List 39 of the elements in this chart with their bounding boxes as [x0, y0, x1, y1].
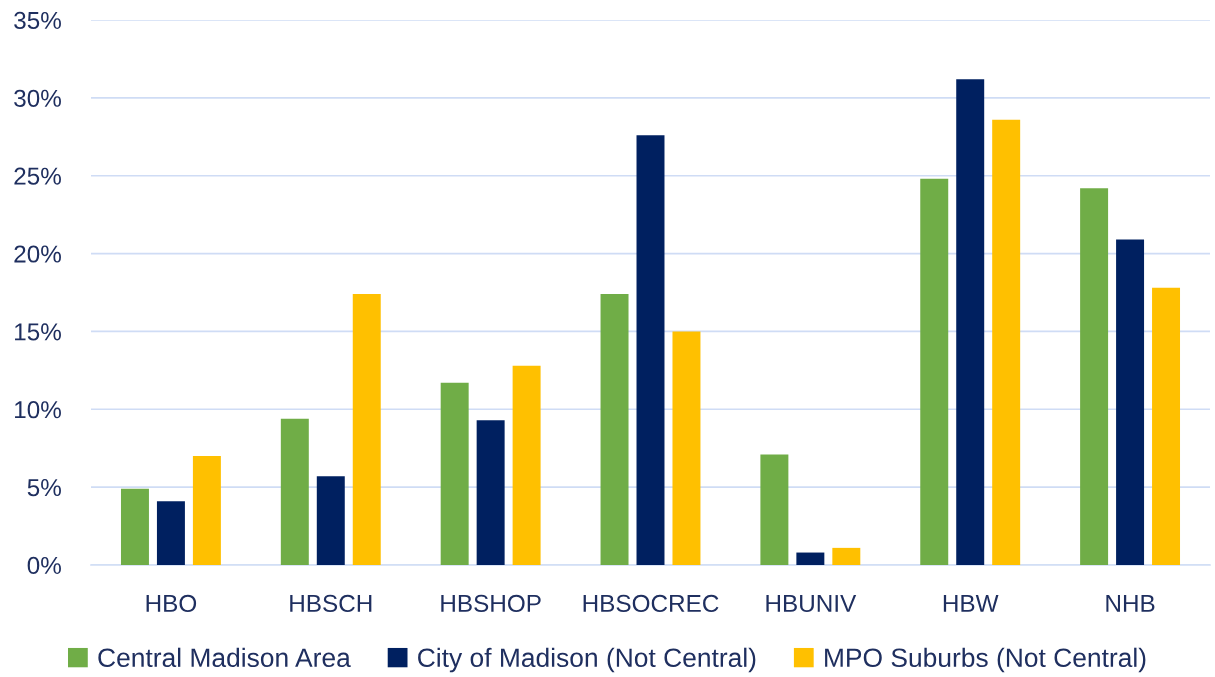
bar — [956, 79, 985, 565]
bar — [156, 501, 185, 565]
bar — [672, 331, 701, 565]
bar — [120, 488, 149, 565]
bar — [920, 178, 949, 565]
y-tick-label: 20% — [14, 245, 61, 263]
bar — [316, 476, 345, 565]
y-tick-label: 35% — [14, 11, 61, 30]
bar — [476, 420, 505, 565]
bar — [1080, 188, 1109, 565]
legend-label: MPO Suburbs (Not Central) — [825, 647, 1146, 673]
bar — [796, 552, 825, 565]
bar — [192, 456, 221, 565]
y-tick-label: 0% — [27, 556, 61, 575]
legend-label: Central Madison Area — [98, 647, 351, 668]
bar — [760, 454, 789, 565]
y-tick-label: 10% — [15, 401, 61, 419]
y-tick-label: 30% — [14, 89, 61, 107]
bar — [280, 418, 309, 565]
y-tick-label: 5% — [27, 479, 61, 497]
bar — [352, 294, 381, 565]
x-tick-label: NHB — [1106, 595, 1155, 612]
x-tick-label: HBO — [146, 594, 197, 613]
x-tick-label: HBSHOP — [441, 594, 541, 613]
bar — [512, 365, 541, 565]
bar — [636, 135, 665, 565]
y-tick-label: 15% — [15, 323, 61, 341]
x-tick-label: HBSCH — [290, 594, 372, 613]
bar — [440, 382, 469, 565]
legend-label: City of Madison (Not Central) — [418, 647, 756, 673]
bar — [992, 119, 1021, 565]
x-tick-label: HBUNIV — [766, 595, 857, 613]
x-tick-label: HBW — [943, 595, 999, 612]
bar — [1152, 287, 1181, 565]
bar — [600, 294, 629, 565]
bar — [1116, 239, 1145, 565]
x-tick-label: HBSOCREC — [583, 594, 719, 613]
bar — [832, 547, 861, 565]
y-tick-label: 25% — [14, 167, 61, 185]
